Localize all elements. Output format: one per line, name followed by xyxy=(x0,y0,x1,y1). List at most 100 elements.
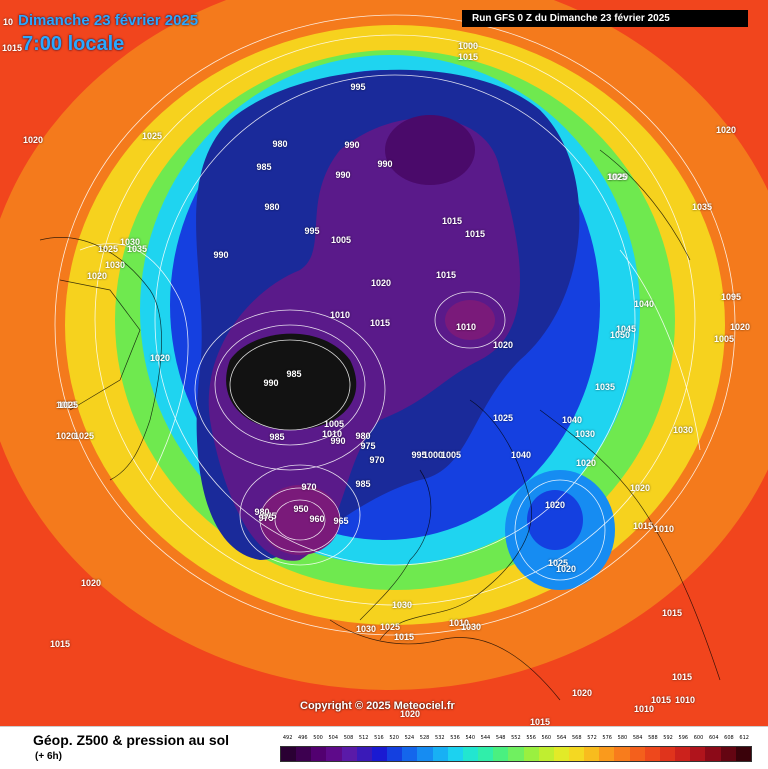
run-banner: Run GFS 0 Z du Dimanche 23 février 2025 xyxy=(462,10,748,27)
scale-label: 576 xyxy=(602,735,612,741)
scale-swatch xyxy=(568,747,585,761)
scale-swatch xyxy=(690,747,706,761)
pressure-label: 990 xyxy=(263,378,279,388)
scale-label: 556 xyxy=(526,735,536,741)
scale-swatch xyxy=(659,747,676,761)
scale-label: 504 xyxy=(328,735,339,741)
pressure-label: 1015 xyxy=(393,632,415,642)
pressure-label: 1095 xyxy=(720,292,742,302)
pressure-label: 1015 xyxy=(661,608,683,618)
pressure-label: 1040 xyxy=(510,450,532,460)
scale-swatch xyxy=(326,747,342,761)
pressure-label: 990 xyxy=(344,140,360,150)
scale-swatch xyxy=(523,747,539,761)
scale-swatch xyxy=(432,747,448,761)
map-date-title: Dimanche 23 février 2025 xyxy=(18,12,199,29)
scale-label: 500 xyxy=(313,735,323,741)
pressure-label: 1005 xyxy=(713,334,735,344)
pressure-label: 1030 xyxy=(391,600,413,610)
pressure-label: 1025 xyxy=(97,244,119,254)
pressure-label: 1020 xyxy=(629,483,651,493)
scale-swatch xyxy=(341,747,357,761)
scale-label: 580 xyxy=(617,735,628,741)
scale-label: 508 xyxy=(343,735,354,741)
pressure-label: 1030 xyxy=(355,624,377,634)
pressure-label: 1015 xyxy=(632,521,654,531)
pressure-label: 1030 xyxy=(119,237,141,247)
pressure-label: 970 xyxy=(369,455,385,465)
scale-label: 564 xyxy=(556,735,567,741)
pressure-label: 1040 xyxy=(561,415,583,425)
pressure-label: 1020 xyxy=(715,125,737,135)
scale-swatch xyxy=(296,747,312,761)
scale-label: 552 xyxy=(511,735,521,741)
pressure-label: 1020 xyxy=(55,431,77,441)
pressure-label: 985 xyxy=(286,369,302,379)
pressure-label: 980 xyxy=(264,202,280,212)
scale-swatch xyxy=(402,747,418,761)
legend-bar: Géop. Z500 & pression au sol (+ 6h) 492 4… xyxy=(0,726,768,769)
pressure-label: 1020 xyxy=(607,172,629,182)
isobars xyxy=(54,14,736,636)
scale-label: 560 xyxy=(541,735,552,741)
scale-swatch xyxy=(599,747,615,761)
scale-label: 584 xyxy=(632,735,643,741)
color-scale-swatches xyxy=(280,746,752,762)
pressure-label: 1025 xyxy=(492,413,514,423)
scale-swatch xyxy=(508,747,524,761)
pressure-label: 1010 xyxy=(321,429,343,439)
pressure-label: 1025 xyxy=(57,400,79,410)
scale-swatch xyxy=(281,747,297,761)
pressure-label: 1035 xyxy=(594,382,616,392)
pressure-label: 1020 xyxy=(80,578,102,588)
pressure-label: 1020 xyxy=(729,322,751,332)
pressure-label: 1020 xyxy=(544,500,566,510)
z500-zone-magenta xyxy=(260,485,340,555)
pressure-label: 1010 xyxy=(633,704,655,714)
legend-title: Géop. Z500 & pression au sol xyxy=(33,732,230,748)
scale-swatch xyxy=(447,747,463,761)
scale-label: 604 xyxy=(708,735,719,741)
pressure-label: 975 xyxy=(261,511,277,521)
pressure-label: 990 xyxy=(330,436,346,446)
local-time-label: 7:00 locale xyxy=(22,33,125,55)
pressure-label: 1050 xyxy=(609,330,631,340)
pressure-label: 1010 xyxy=(55,400,77,410)
scale-label: 600 xyxy=(693,735,704,741)
z500-zone-dark xyxy=(226,333,357,430)
pressure-label: 1030 xyxy=(460,622,482,632)
pressure-label: 985 xyxy=(355,479,371,489)
scale-label: 528 xyxy=(419,735,430,741)
scale-label: 524 xyxy=(404,735,415,741)
scale-label: 496 xyxy=(298,735,308,741)
pressure-label: 1030 xyxy=(574,429,596,439)
pressure-label: 1015 xyxy=(1,43,23,53)
blue-pocket-east-core xyxy=(527,490,583,550)
scale-label: 608 xyxy=(724,735,734,741)
scale-label: 520 xyxy=(389,735,399,741)
scale-swatch xyxy=(705,747,721,761)
scale-swatch xyxy=(675,747,691,761)
scale-swatch xyxy=(478,747,494,761)
color-scale-labels: 492 496 500 504 508 512 516 520 524 528 532 536 540 5… xyxy=(280,735,752,744)
scale-label: 516 xyxy=(374,735,384,741)
pressure-label: 1015 xyxy=(650,695,672,705)
pressure-label: 1025 xyxy=(141,131,163,141)
pressure-label: 1015 xyxy=(457,52,479,62)
scale-label: 532 xyxy=(435,735,445,741)
scale-label: 592 xyxy=(663,735,673,741)
scale-swatch xyxy=(371,747,388,761)
pressure-label: 1010 xyxy=(455,322,477,332)
scale-label: 544 xyxy=(480,735,491,741)
scale-label: 536 xyxy=(450,735,460,741)
pressure-label: 980 xyxy=(355,431,371,441)
scale-swatch xyxy=(553,747,569,761)
z500-zone-purple xyxy=(208,117,521,561)
pressure-label: 950 xyxy=(293,504,309,514)
pressure-label: 995 xyxy=(304,226,320,236)
pressure-label: 980 xyxy=(272,139,288,149)
pressure-label: 1005 xyxy=(440,450,462,460)
pressure-label: 1010 xyxy=(448,618,470,628)
scale-swatch xyxy=(614,747,630,761)
pressure-label: 990 xyxy=(213,250,229,260)
